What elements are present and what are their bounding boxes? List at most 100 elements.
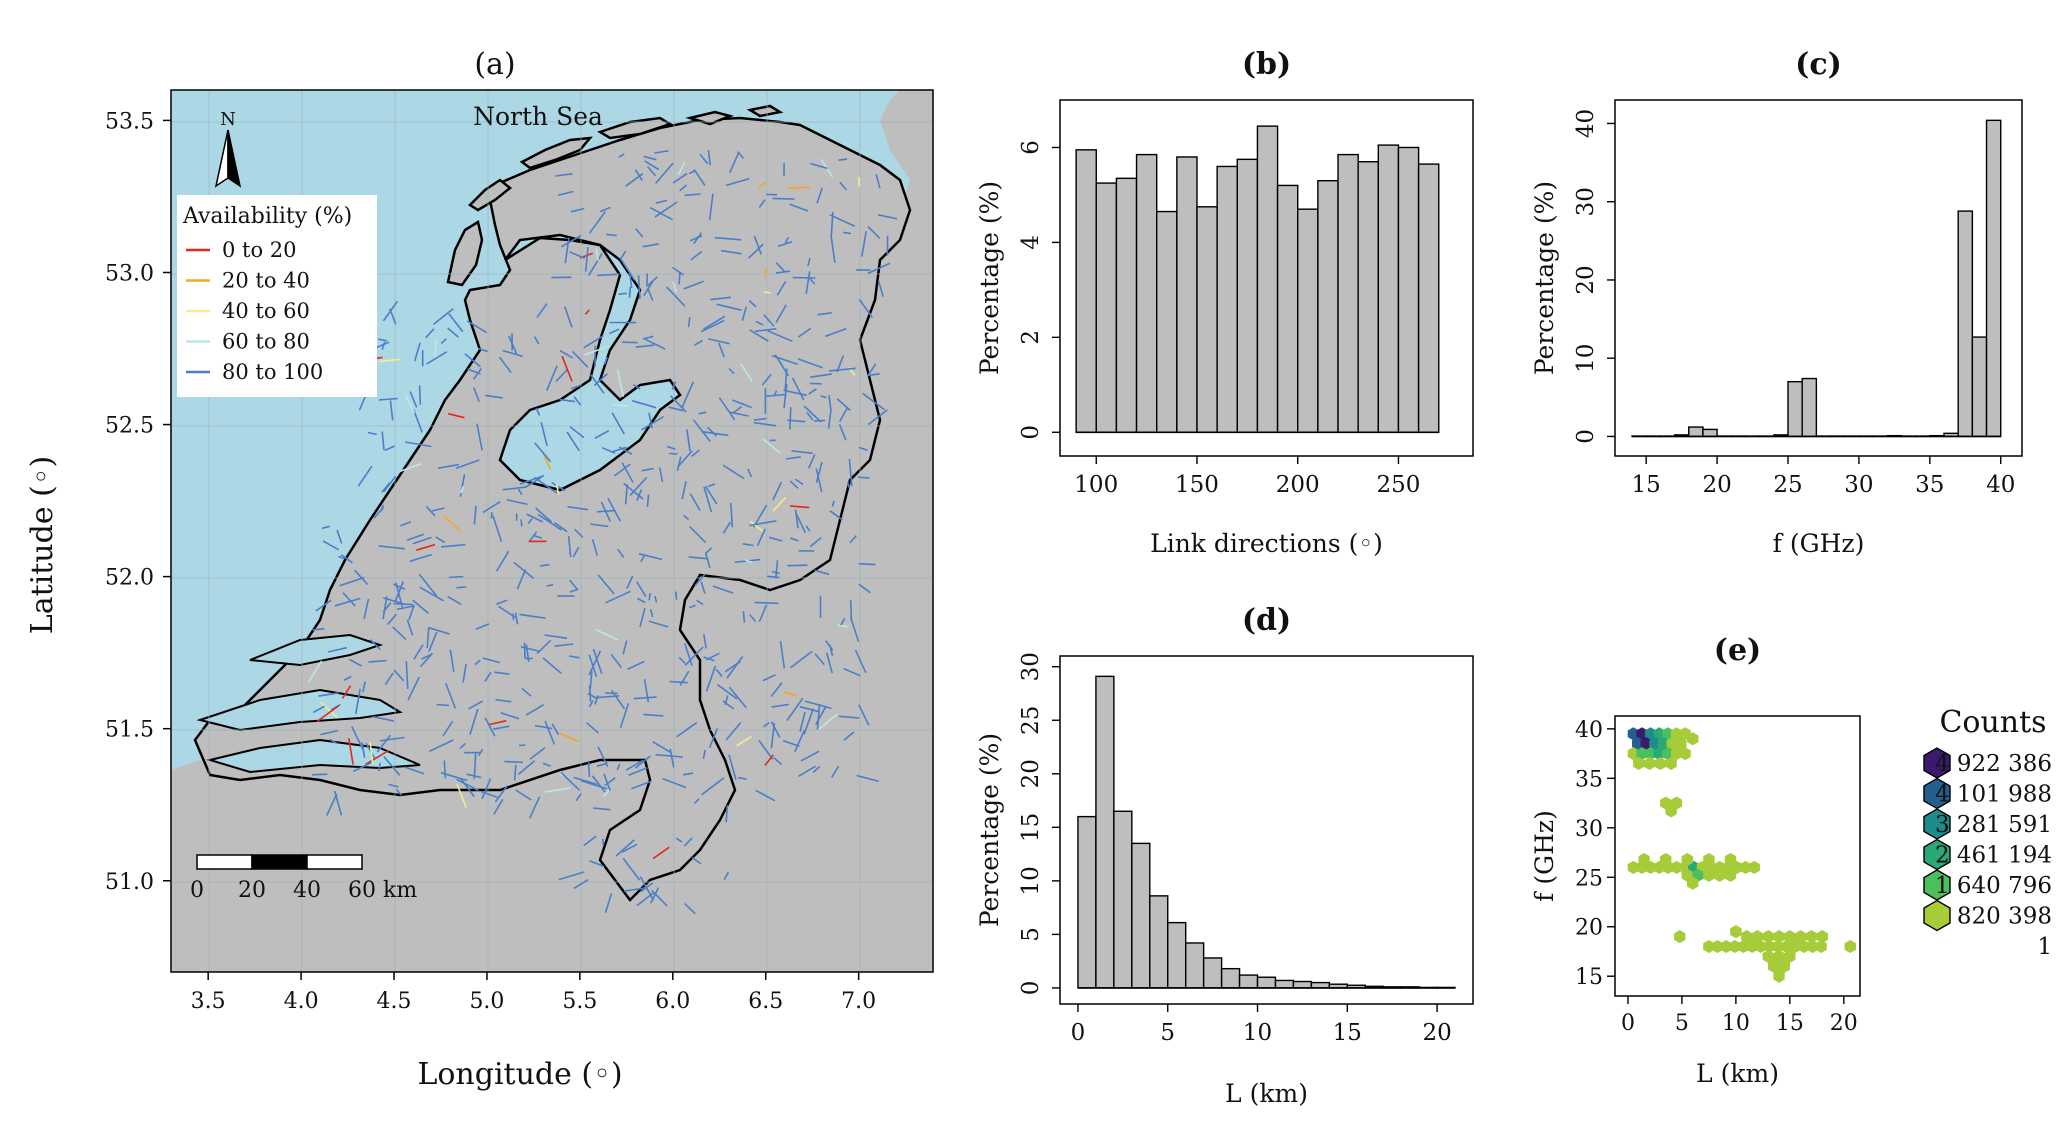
map-link [728, 367, 735, 375]
map-link [762, 674, 776, 682]
map-link [433, 339, 438, 357]
map-link [405, 661, 409, 690]
map-link [794, 478, 804, 486]
map-link [646, 287, 654, 301]
map-link [669, 748, 675, 768]
map-link [412, 599, 430, 615]
map-link [693, 339, 704, 346]
map-link [514, 612, 519, 625]
hexbin-cell [1654, 756, 1666, 771]
map-link [595, 248, 599, 261]
hexbin-legend-swatch [1923, 899, 1951, 932]
map-link [625, 172, 644, 187]
map-link [320, 701, 339, 719]
map-link [766, 575, 780, 579]
y-tick-label: 20 [1018, 759, 1044, 788]
map-link [858, 583, 871, 594]
hexbin-cell [1730, 925, 1742, 939]
hexbin-cell [1816, 930, 1828, 944]
map-link [782, 739, 800, 748]
map-link [700, 319, 725, 333]
map-link [475, 623, 490, 630]
map-link [604, 777, 616, 787]
map-link [405, 441, 432, 448]
map-link [588, 685, 592, 702]
x-tick-label: 30 [1844, 472, 1873, 498]
x-axis-label: f (GHz) [1773, 529, 1865, 558]
y-axis-label: Percentage (%) [975, 733, 1004, 927]
map-link [573, 396, 582, 406]
map-link [803, 708, 815, 735]
map-link [619, 702, 630, 728]
map-link [849, 600, 853, 621]
histogram-bar [1095, 182, 1118, 433]
map-link [700, 581, 706, 594]
map-link [817, 312, 832, 316]
map-link [684, 193, 701, 197]
map-link [527, 518, 533, 525]
map-link [551, 481, 566, 492]
map-link [641, 415, 665, 431]
map-link [820, 395, 827, 399]
map-link [867, 409, 888, 426]
map-link [654, 595, 658, 603]
histogram-bar [1075, 149, 1097, 433]
map-link [623, 887, 645, 892]
map-link [307, 660, 323, 683]
map-link [704, 552, 711, 569]
map-link [372, 715, 395, 722]
map-link [862, 392, 885, 411]
map-link [783, 383, 788, 409]
map-link [668, 406, 684, 412]
y-tick-label: 25 [1575, 866, 1603, 891]
map-link [339, 576, 365, 587]
map-link [816, 187, 823, 204]
map-link [691, 449, 700, 458]
scale-label-0: 0 [190, 878, 204, 903]
map-link [707, 426, 718, 437]
map-link [404, 394, 416, 414]
map-link [763, 267, 767, 278]
map-link [413, 342, 421, 362]
map-link [546, 584, 554, 587]
map-link [708, 193, 714, 221]
map-link [589, 374, 605, 394]
hexbin-cell [1703, 868, 1715, 882]
map-link [413, 644, 424, 660]
map-link [805, 525, 811, 532]
map-link [640, 554, 646, 563]
map-link [643, 678, 650, 703]
map-link [793, 729, 806, 753]
histogram-bar [1176, 156, 1198, 433]
map-link [517, 488, 523, 496]
map-link [721, 249, 742, 255]
map-link [610, 446, 627, 453]
scale-label-40: 40 [293, 878, 321, 903]
map-link [738, 776, 747, 780]
map-link [436, 703, 449, 707]
map-link [426, 627, 430, 648]
map-link [703, 486, 713, 513]
map-link [818, 713, 838, 730]
map-link [634, 755, 651, 769]
map-link [379, 736, 405, 742]
map-link [476, 423, 483, 451]
histogram-bar [1196, 206, 1218, 433]
map-link [839, 406, 849, 422]
map-link [675, 837, 683, 843]
map-link [500, 712, 520, 720]
map-link [338, 555, 345, 560]
map-link [753, 235, 762, 255]
map-link [705, 665, 717, 692]
histogram-bar [1135, 153, 1158, 433]
hexbin-cell [1660, 852, 1672, 867]
map-link [603, 356, 608, 365]
map-link [566, 431, 580, 452]
map-x-tick-label: 7.0 [841, 989, 876, 1014]
map-link [469, 708, 479, 735]
x-tick-label: 250 [1377, 472, 1421, 498]
map-link [877, 214, 898, 220]
map-link [354, 569, 369, 586]
map-link [570, 207, 585, 213]
hexbin-cell [1724, 868, 1737, 882]
